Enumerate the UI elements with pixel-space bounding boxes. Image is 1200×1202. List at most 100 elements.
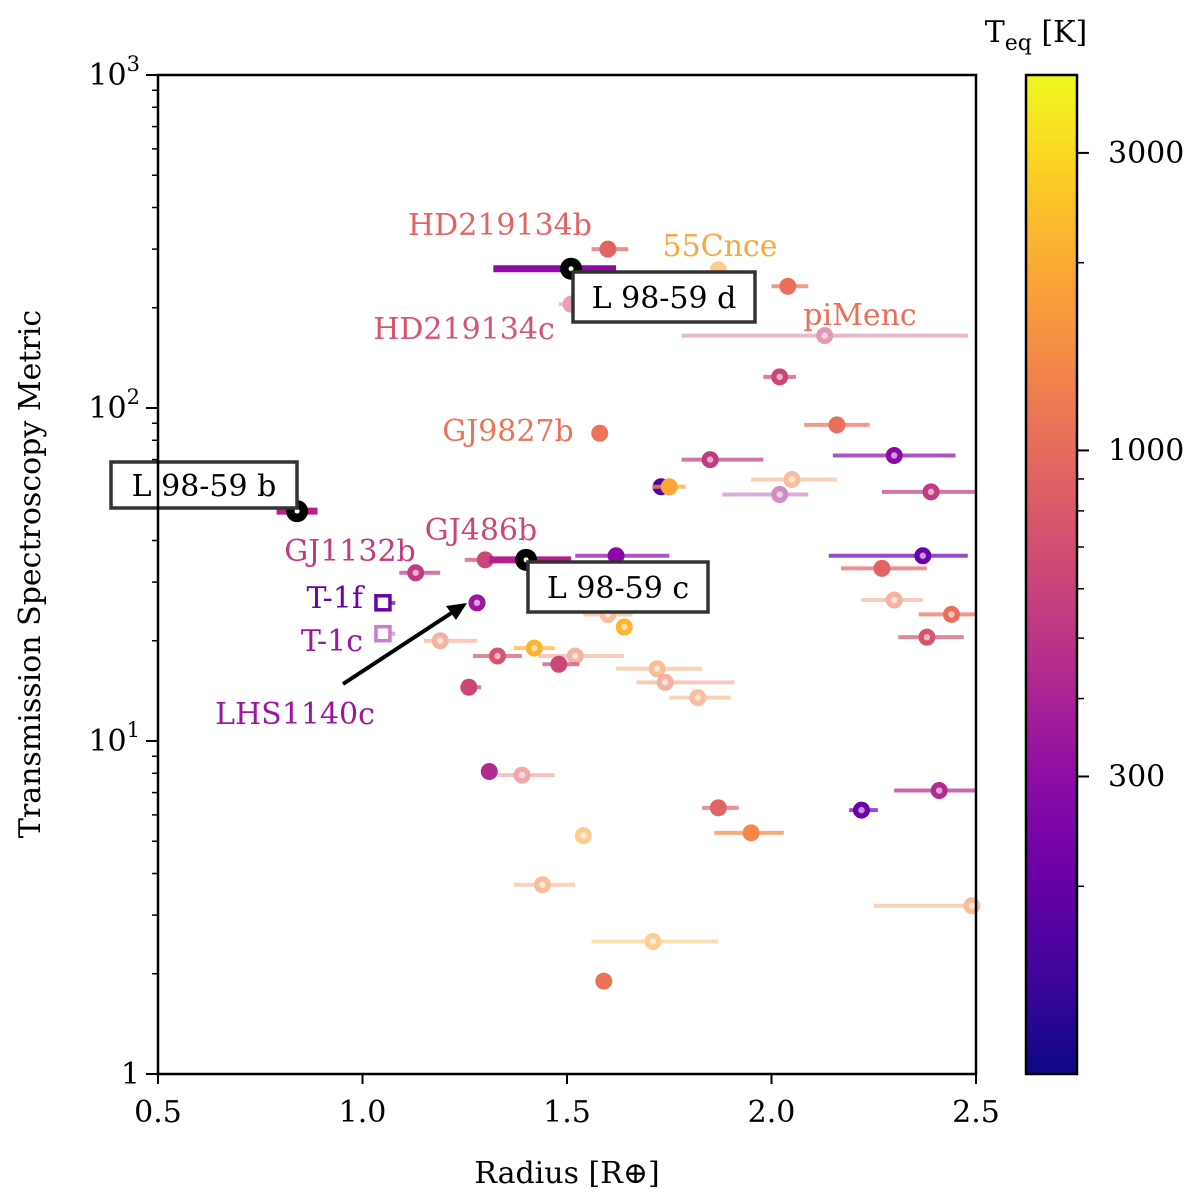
marker-center <box>948 611 955 618</box>
data-point <box>468 594 486 612</box>
marker-center <box>919 552 927 559</box>
data-point <box>771 277 809 295</box>
x-tick-label: 2.0 <box>748 1095 796 1130</box>
data-point <box>616 660 702 678</box>
marker <box>885 591 903 609</box>
planet-label: GJ9827b <box>442 414 574 449</box>
marker-center <box>891 452 898 459</box>
marker <box>656 673 674 691</box>
marker-center <box>580 832 587 839</box>
data-point <box>652 478 686 496</box>
marker-center <box>531 644 538 652</box>
marker-center <box>923 633 931 641</box>
marker-center <box>539 881 546 888</box>
data-point <box>681 327 968 345</box>
y-axis-label: Transmission Spectroscopy Metric <box>13 310 48 838</box>
colorbar-tick-label: 3000 <box>1108 136 1184 171</box>
data-point <box>480 762 498 780</box>
x-tick-label: 1.0 <box>339 1095 387 1130</box>
data-point <box>595 972 613 990</box>
planet-label: GJ1132b <box>284 534 416 569</box>
marker <box>595 972 613 990</box>
data-point <box>615 618 633 636</box>
data-point <box>881 483 976 501</box>
marker <box>480 762 498 780</box>
planet-label: GJ486b <box>425 513 537 548</box>
x-tick-label: 1.5 <box>543 1095 591 1130</box>
lhs1140c-arrow <box>341 603 467 686</box>
marker <box>533 876 551 894</box>
data-point <box>841 559 927 577</box>
marker <box>648 660 666 678</box>
marker <box>660 478 678 496</box>
square-marker <box>374 624 392 643</box>
data-point <box>636 673 735 691</box>
data-point <box>832 447 956 465</box>
marker-center <box>518 771 526 779</box>
target-label-box <box>571 270 757 324</box>
data-point <box>918 605 976 623</box>
data-point <box>472 647 523 665</box>
colorbar-tick-label: 1000 <box>1108 433 1184 468</box>
data-point <box>591 240 629 258</box>
x-axis-label: Radius [R⊕] <box>474 1156 659 1191</box>
data-point <box>861 591 923 609</box>
colorbar-ticks: 300 1000 3000 <box>1077 136 1184 888</box>
marker-center <box>494 652 501 660</box>
planet-label: T-1c <box>301 624 363 659</box>
planet-label: LHS1140c <box>215 697 375 732</box>
data-point <box>894 782 976 800</box>
y-tick-label: 101 <box>88 718 140 759</box>
target-label: L 98-59 b <box>132 469 277 504</box>
data-point <box>513 876 576 894</box>
marker <box>476 551 494 569</box>
target-label-box <box>109 460 299 510</box>
planet-label: 55Cnce <box>662 229 777 264</box>
marker <box>828 416 846 434</box>
data-point <box>763 368 797 386</box>
marker-center <box>571 652 579 660</box>
data-point <box>681 451 764 469</box>
marker <box>550 655 568 673</box>
planet-label: T-1f <box>307 581 365 616</box>
marker-center <box>412 569 419 576</box>
data-point <box>542 655 580 673</box>
marker-center <box>927 488 935 496</box>
data-point <box>849 801 878 819</box>
data-point <box>591 932 719 950</box>
x-tick-label: 2.5 <box>952 1095 1000 1130</box>
data-point <box>423 632 478 650</box>
marker <box>607 547 625 565</box>
data-point <box>591 424 609 442</box>
data-point <box>460 678 482 696</box>
marker-center <box>653 665 661 672</box>
marker <box>431 632 449 650</box>
target-marker-center <box>568 266 574 272</box>
plot-frame <box>156 73 978 1076</box>
marker <box>783 470 801 488</box>
data-point <box>575 547 670 565</box>
target-label-box <box>526 560 710 614</box>
data-point <box>722 485 809 503</box>
marker-center <box>788 476 796 483</box>
target-label: L 98-59 d <box>592 281 737 316</box>
marker-center <box>891 596 898 604</box>
y-tick-label: 1 <box>121 1057 140 1092</box>
target-planets: L 98-59 b L 98-59 c L 98-59 d <box>109 257 757 614</box>
marker-center <box>621 623 628 631</box>
marker <box>771 485 789 503</box>
marker-center <box>821 332 828 339</box>
point-labels: HD219134b HD219134c 55Cnce piMenc GJ9827b GJ4… <box>215 208 917 732</box>
colorbar <box>1024 73 1079 1076</box>
marker <box>591 424 609 442</box>
y-tick-label: 103 <box>88 52 140 93</box>
data-point <box>751 470 837 488</box>
data-point <box>497 766 555 784</box>
data-point <box>828 547 968 565</box>
marker-center <box>706 456 714 463</box>
planet-label: HD219134b <box>408 208 592 243</box>
marker <box>599 240 617 258</box>
marker <box>574 827 592 845</box>
marker <box>742 824 760 842</box>
